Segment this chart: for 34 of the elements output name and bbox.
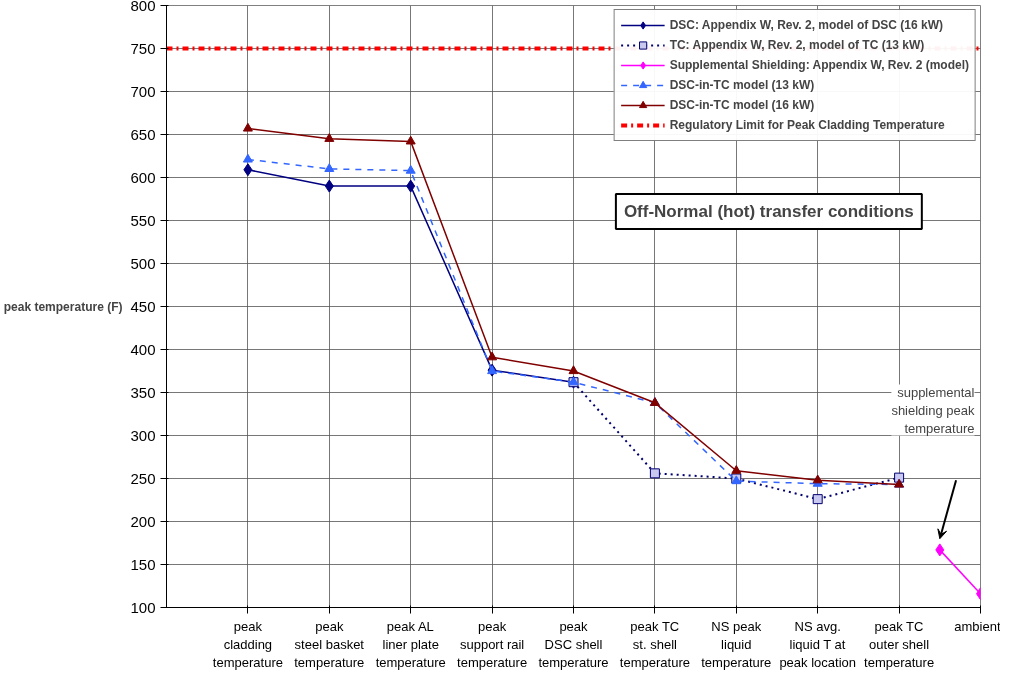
legend-label: TC: Appendix W, Rev. 2, model of TC (13 kW): [669, 37, 925, 54]
x-tick-label: peak AL liner plate temperature: [375, 618, 446, 670]
y-tick-label: 650: [130, 125, 156, 143]
x-tick-label: NS avg. liquid T at peak location: [779, 618, 857, 670]
x-tick-label: peak cladding temperature: [212, 618, 283, 670]
x-tick-label: peak steel basket temperature: [294, 618, 365, 670]
y-axis-title: peak temperature (F): [3, 299, 123, 314]
legend-label: DSC: Appendix W, Rev. 2, model of DSC (16 kW): [669, 17, 943, 34]
y-tick-label: 250: [130, 469, 156, 487]
y-tick-label: 200: [130, 512, 156, 530]
y-tick-label: 500: [130, 254, 156, 272]
legend-label: DSC-in-TC model (16 kW): [669, 97, 815, 114]
legend-label: Supplemental Shielding: Appendix W, Rev. 2 (model): [669, 57, 969, 74]
x-tick-label: ambient: [954, 618, 1001, 634]
x-tick-label: peak TC outer shell temperature: [864, 618, 935, 670]
x-tick-label: NS peak liquid temperature: [701, 618, 772, 670]
y-tick-label: 450: [130, 297, 156, 315]
y-tick-label: 400: [130, 340, 156, 358]
y-tick-label: 800: [130, 0, 156, 14]
y-tick-label: 600: [130, 168, 156, 186]
y-tick-label: 150: [130, 555, 156, 573]
legend-label: Regulatory Limit for Peak Cladding Temperature: [669, 117, 945, 134]
y-tick-label: 300: [130, 426, 156, 444]
y-tick-label: 750: [130, 39, 156, 57]
y-tick-label: 350: [130, 383, 156, 401]
legend-label: DSC-in-TC model (13 kW): [669, 77, 815, 94]
y-tick-label: 550: [130, 211, 156, 229]
annotation: supplemental shielding peak temperature: [891, 384, 975, 436]
text: Off-Normal (hot) transfer conditions: [623, 202, 914, 222]
y-tick-label: 100: [130, 598, 156, 616]
y-tick-label: 700: [130, 82, 156, 100]
x-tick-label: peak DSC shell temperature: [538, 618, 609, 670]
x-tick-label: peak TC st. shell temperature: [619, 618, 690, 670]
x-tick-label: peak support rail temperature: [457, 618, 528, 670]
